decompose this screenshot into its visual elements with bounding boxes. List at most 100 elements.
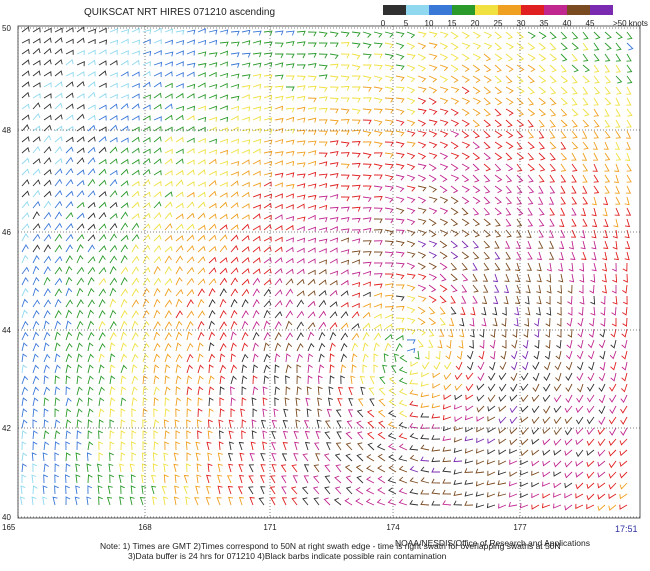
wind-barb (32, 233, 41, 242)
wind-barb (472, 295, 478, 304)
wind-barb (175, 202, 184, 209)
wind-barb (175, 353, 183, 363)
wind-barb (307, 247, 316, 253)
wind-barb (398, 465, 408, 473)
wind-barb (54, 244, 63, 253)
wind-barb (600, 295, 606, 305)
wind-barb (54, 364, 61, 374)
wind-barb (498, 503, 507, 509)
wind-barb (439, 207, 449, 215)
wind-barb (461, 284, 468, 293)
wind-barb (475, 468, 485, 474)
wind-barb (564, 493, 573, 499)
wind-barb (21, 48, 30, 55)
wind-barb (378, 420, 386, 429)
wind-barb (131, 255, 140, 264)
wind-barb (344, 498, 353, 506)
wind-barb (478, 350, 485, 360)
wind-barb (483, 130, 491, 139)
wind-barb (516, 31, 524, 40)
wind-barb (230, 375, 237, 385)
wind-barb (164, 114, 173, 121)
wind-barb (227, 485, 233, 495)
wind-barb (21, 91, 30, 99)
wind-barb (511, 339, 518, 349)
wind-barb (576, 372, 584, 382)
wind-barb (164, 255, 172, 264)
wind-barb (622, 306, 628, 316)
wind-barb (593, 130, 599, 139)
wind-barb (428, 295, 437, 303)
wind-barb (98, 430, 103, 440)
wind-barb (87, 234, 96, 242)
wind-barb (483, 141, 491, 150)
wind-barb (208, 202, 217, 209)
wind-barb (43, 27, 52, 33)
wind-barb (120, 50, 129, 56)
wind-barb (54, 419, 61, 429)
wind-barb (32, 211, 40, 220)
wind-barb (98, 135, 107, 143)
wind-barb (538, 152, 546, 161)
wind-barb (98, 158, 107, 165)
wind-barb (587, 350, 595, 360)
wind-barb (494, 75, 502, 84)
wind-barb (219, 386, 225, 396)
wind-barb (208, 298, 216, 308)
wind-barb (582, 64, 590, 73)
wind-barb (450, 53, 459, 61)
wind-barb (611, 285, 617, 294)
wind-barb (560, 119, 568, 128)
wind-barb (329, 130, 339, 136)
wind-barb (476, 427, 485, 433)
wind-barb (76, 49, 85, 56)
wind-barb (208, 190, 217, 198)
wind-barb (461, 119, 470, 127)
wind-barb (32, 419, 38, 428)
wind-barb (230, 408, 236, 417)
wind-barb (241, 288, 250, 297)
wind-barb (109, 201, 118, 209)
wind-barb (43, 82, 52, 88)
wind-barb (549, 185, 556, 194)
wind-barb (608, 471, 617, 479)
wind-barb (285, 246, 294, 253)
wind-barb (164, 191, 173, 198)
wind-barb (241, 203, 250, 209)
wind-barb (65, 136, 74, 143)
wind-barb (21, 146, 30, 154)
wind-barb (241, 159, 250, 165)
wind-barb (505, 119, 513, 128)
wind-barb (409, 432, 419, 440)
wind-barb (76, 233, 85, 242)
wind-barb (431, 500, 441, 506)
wind-barb (43, 47, 52, 55)
wind-barb (219, 213, 228, 220)
wind-barb (43, 37, 52, 44)
wind-barb (32, 168, 41, 176)
wind-barb (406, 262, 416, 270)
wind-barb (65, 81, 74, 88)
wind-barb (604, 119, 611, 128)
wind-barb (274, 117, 284, 123)
wind-barb (186, 234, 195, 242)
wind-barb (109, 60, 118, 66)
wind-barb (384, 31, 394, 38)
wind-barb (186, 342, 194, 352)
wind-barb (43, 386, 51, 396)
wind-barb (516, 229, 522, 238)
wind-barb (318, 321, 327, 330)
wind-barb (525, 284, 531, 294)
wind-barb (208, 223, 217, 231)
wind-barb (395, 31, 405, 38)
lat-label: 50 (2, 24, 11, 33)
wind-barb (120, 331, 127, 341)
wind-barb (340, 249, 350, 255)
wind-barb (481, 295, 488, 305)
wind-barb (32, 353, 39, 363)
wind-barb (560, 185, 566, 194)
wind-barb (98, 223, 107, 231)
wind-barb (230, 353, 236, 363)
wind-barb (472, 86, 481, 94)
wind-barb (175, 105, 185, 111)
